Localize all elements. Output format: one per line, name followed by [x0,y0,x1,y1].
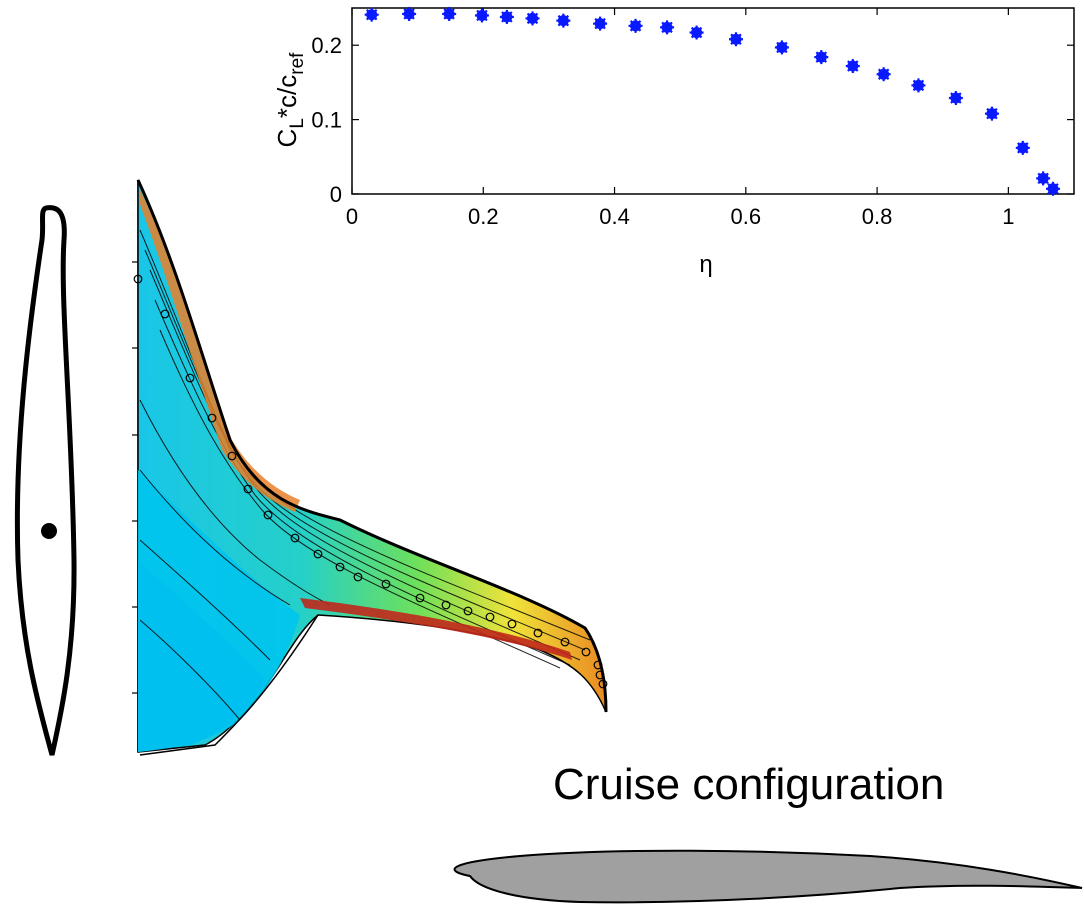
y-tick-label: 0.1 [311,108,342,133]
airfoil-section [453,849,1083,904]
data-point [593,16,608,31]
axis-tick-labels: 0 0.2 0.4 0.6 0.8 1 0 0.1 0.2 [311,33,1014,229]
pressure-tap [290,533,300,543]
data-point [984,106,999,121]
x-tick-label: 0.6 [731,204,762,229]
x-tick-label: 1 [1002,204,1014,229]
pressure-tap [581,647,591,657]
data-point [628,18,643,33]
data-point [525,11,540,26]
data-point [728,32,743,47]
data-point [1036,171,1051,186]
pressure-tap [485,612,495,622]
pressure-tap [593,660,603,670]
data-point [774,40,789,55]
data-point [402,6,417,21]
data-point [948,91,963,106]
pressure-tap [207,413,217,423]
pressure-tap [507,619,517,629]
y-tick-label: 0.2 [311,33,342,58]
data-point [364,7,379,22]
data-point [1045,181,1060,196]
pressure-tap [595,670,605,680]
data-point [911,78,926,93]
pressure-tap [441,600,451,610]
pressure-tap [381,579,391,589]
data-markers [364,6,1060,196]
data-point [442,6,457,21]
data-point [474,8,489,23]
caption-text: Cruise configuration [553,760,945,809]
x-axis-label: η [699,251,712,278]
data-point [556,13,571,28]
x-tick-label: 0.2 [468,204,499,229]
x-tick-label: 0 [346,204,358,229]
pressure-tap [313,549,323,559]
y-axis-label: CL*c/cref [272,52,308,148]
data-point [845,59,860,74]
x-tick-label: 0.4 [599,204,630,229]
pressure-tap [533,628,543,638]
data-point [660,20,675,35]
pressure-tap [335,562,345,572]
data-point [814,50,829,65]
section-location-dot [41,523,57,539]
pressure-contour-map [132,179,608,756]
lift-distribution-chart: 0 0.2 0.4 0.6 0.8 1 0 0.1 0.2 η CL*c/cref [272,6,1075,278]
pressure-tap [185,373,195,383]
x-tick-label: 0.8 [862,204,893,229]
pressure-tap [263,510,273,520]
pressure-tap [243,484,253,494]
pressure-tap [227,451,237,461]
data-point [499,9,514,24]
pressure-tap [598,679,608,689]
data-point [876,67,891,82]
pressure-tap [560,637,570,647]
data-point [1015,140,1030,155]
data-point [689,25,704,40]
pressure-tap [415,593,425,603]
pressure-tap [353,572,363,582]
spine-ticks [132,261,138,694]
pressure-tap [160,309,170,319]
axis-ticks [351,8,1074,195]
pressure-tap [463,606,473,616]
plot-frame [351,7,1075,195]
wing-planform-outline [14,205,77,756]
pressure-taps [133,274,608,689]
y-tick-label: 0 [330,182,342,207]
pressure-tap [133,274,143,284]
